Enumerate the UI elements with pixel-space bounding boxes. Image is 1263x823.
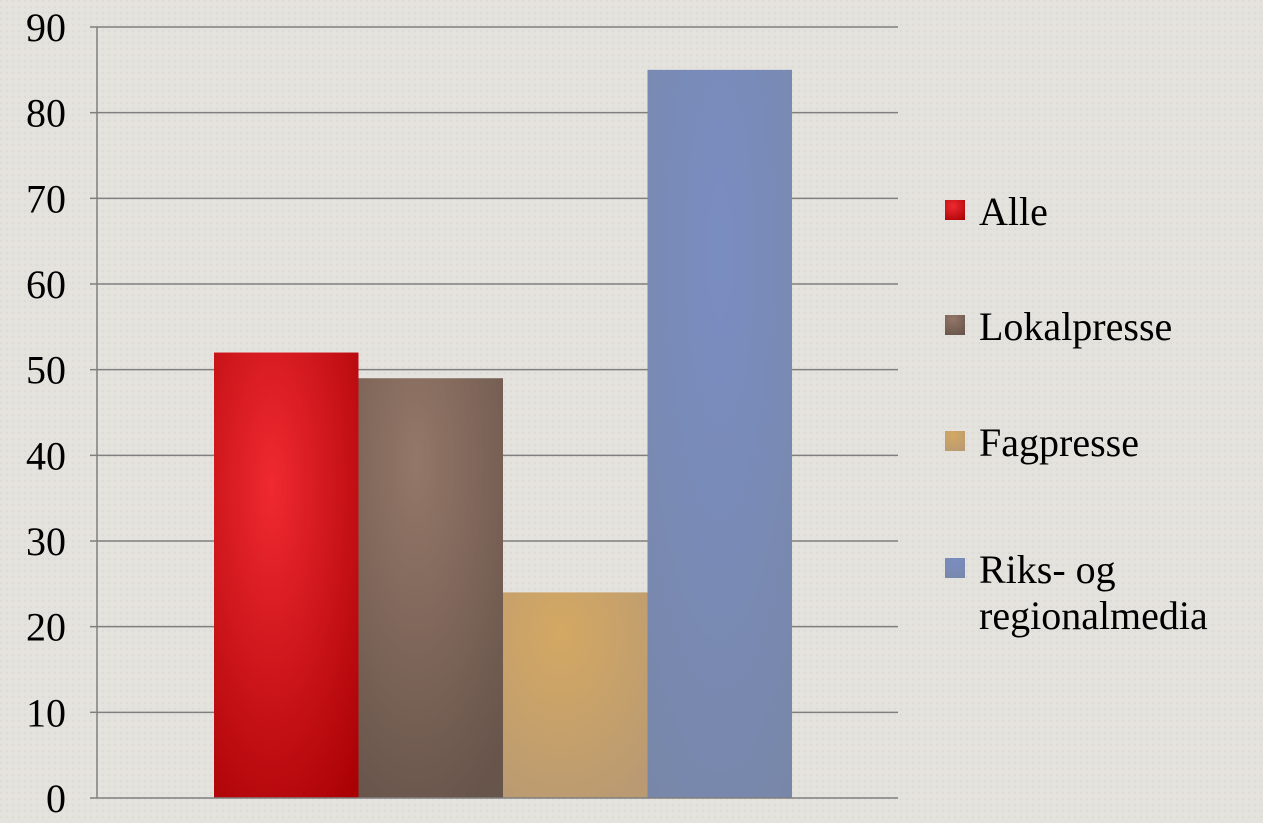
y-tick-label: 60 <box>26 262 66 307</box>
y-tick-label: 0 <box>46 776 66 818</box>
bar-riks-og-regionalmedia <box>647 69 792 799</box>
y-tick-label: 30 <box>26 519 66 564</box>
y-tick-label: 40 <box>26 433 66 478</box>
legend-label: Alle <box>979 189 1048 234</box>
y-tick-label: 80 <box>26 91 66 136</box>
y-tick-label: 10 <box>26 690 66 735</box>
legend-swatch <box>945 431 965 451</box>
legend-label: Fagpresse <box>979 420 1139 465</box>
y-tick-label: 70 <box>26 176 66 221</box>
bar-fagpresse <box>503 592 648 798</box>
legend-swatch <box>945 200 965 220</box>
y-tick-label: 90 <box>26 5 66 50</box>
axes <box>96 27 898 799</box>
legend-label: Riks- og regionalmedia <box>979 547 1208 638</box>
legend: Alle Lokalpresse Fagpresse Riks- og regional… <box>945 189 1208 638</box>
legend-label: Lokalpresse <box>979 304 1172 349</box>
bar-alle <box>214 352 359 798</box>
y-axis-ticks: 0 10 20 30 40 50 60 70 80 90 <box>26 5 97 821</box>
y-tick-label: 50 <box>26 348 66 393</box>
legend-swatch <box>945 315 965 335</box>
y-tick-label: 20 <box>26 605 66 650</box>
bar-lokalpresse <box>358 378 503 798</box>
bars <box>214 69 792 799</box>
legend-swatch <box>945 558 965 578</box>
